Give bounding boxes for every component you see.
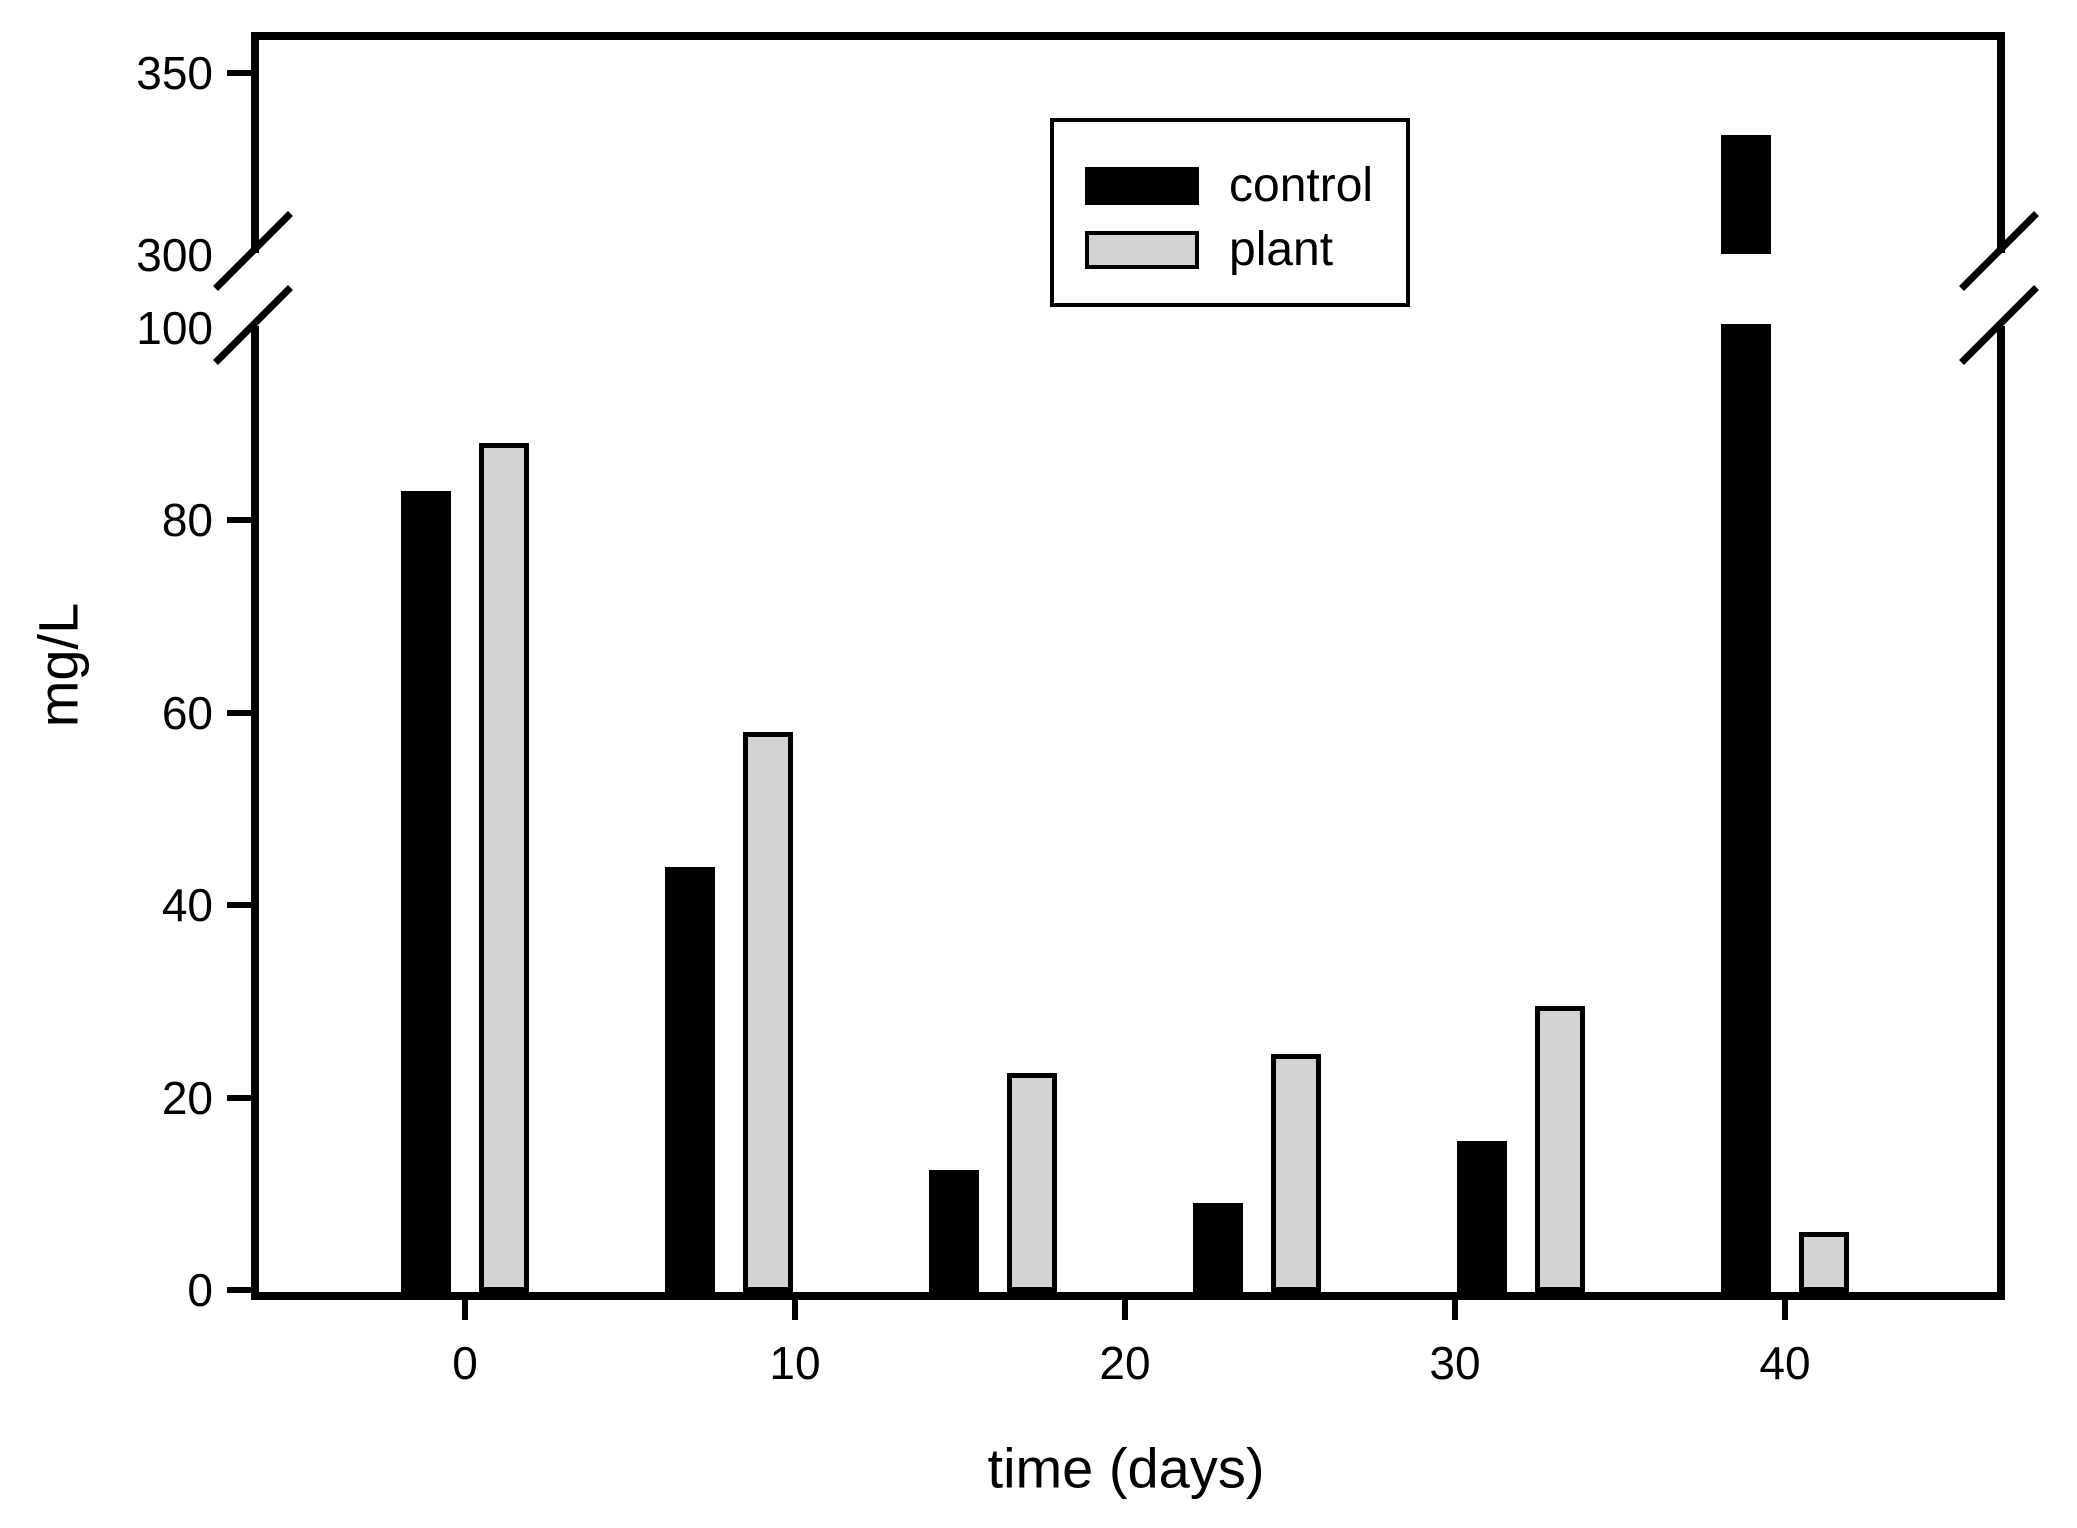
bar-control-day40-upper [1721, 135, 1771, 254]
y-tick-label-350: 350 [136, 47, 213, 99]
bar-control-day40-lower [1721, 324, 1771, 1292]
y-tick-label-20: 20 [161, 1072, 213, 1124]
bar-plant-day16 [1007, 1073, 1057, 1292]
bar-plant-day0 [479, 443, 529, 1292]
x-tick-label-30: 30 [1429, 1337, 1481, 1389]
y-axis-line-upper [251, 32, 259, 253]
x-axis-line [251, 1292, 2005, 1300]
y-tick-mark-20 [227, 1095, 251, 1101]
bar-control-day16 [929, 1170, 979, 1292]
x-tick-mark-0 [462, 1300, 468, 1320]
y-tick-mark-0 [227, 1287, 251, 1293]
legend-swatch-control [1085, 167, 1199, 205]
y-tick-label-0: 0 [187, 1264, 213, 1316]
legend-label-plant: plant [1229, 223, 1334, 276]
bar-plant-day32 [1535, 1006, 1585, 1292]
x-tick-label-0: 0 [452, 1337, 478, 1389]
x-tick-mark-10 [792, 1300, 798, 1320]
x-tick-label-20: 20 [1099, 1337, 1151, 1389]
bar-control-day8 [665, 867, 715, 1292]
x-axis-title: time (days) [987, 1436, 1265, 1500]
y-tick-mark-80 [227, 517, 251, 523]
legend-label-control: control [1229, 159, 1374, 212]
y-tick-mark-60 [227, 710, 251, 716]
bar-plant-day40 [1799, 1232, 1849, 1292]
plot-border-top [251, 32, 2005, 40]
bar-plant-day8 [743, 732, 793, 1292]
legend-entry-control: control [1085, 162, 1373, 210]
right-border-lower [1997, 326, 2005, 1300]
legend-entry-plant: plant [1085, 226, 1333, 274]
y-tick-label-100: 100 [136, 302, 213, 354]
y-tick-label-300: 300 [136, 229, 213, 281]
legend: control plant [1050, 118, 1410, 307]
x-tick-mark-30 [1452, 1300, 1458, 1320]
bar-control-day32 [1457, 1141, 1507, 1292]
bar-plant-day24 [1271, 1054, 1321, 1292]
legend-swatch-plant [1085, 231, 1199, 269]
bar-control-day24 [1193, 1203, 1243, 1292]
y-axis-line-lower [251, 326, 259, 1300]
right-border-upper [1997, 32, 2005, 253]
y-tick-label-60: 60 [161, 687, 213, 739]
x-tick-mark-40 [1782, 1300, 1788, 1320]
x-tick-mark-20 [1122, 1300, 1128, 1320]
x-tick-label-10: 10 [769, 1337, 821, 1389]
x-tick-label-40: 40 [1759, 1337, 1811, 1389]
y-tick-mark-40 [227, 902, 251, 908]
y-tick-mark-350 [227, 70, 251, 76]
y-tick-label-40: 40 [161, 879, 213, 931]
y-axis-title: mg/L [26, 602, 90, 728]
y-tick-label-80: 80 [161, 494, 213, 546]
bar-control-day0 [401, 491, 451, 1292]
